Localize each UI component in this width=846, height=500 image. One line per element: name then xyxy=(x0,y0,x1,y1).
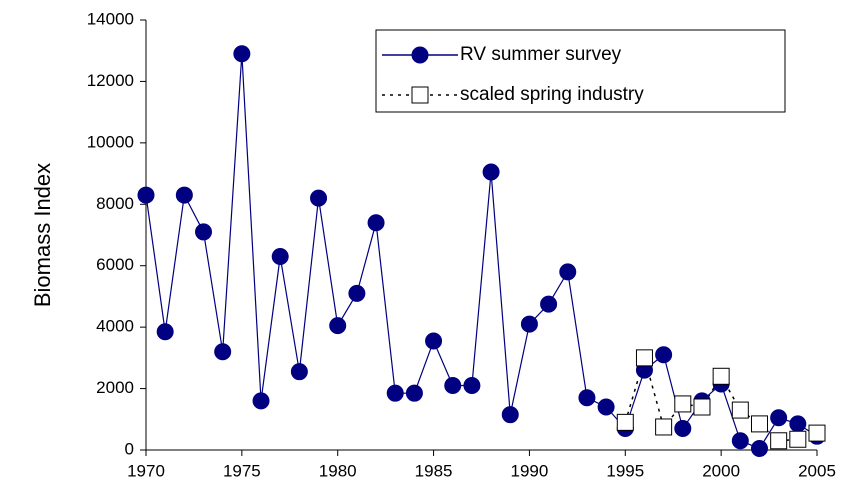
data-point xyxy=(195,223,213,241)
data-point xyxy=(233,45,251,63)
data-point xyxy=(731,401,749,419)
data-point xyxy=(770,432,788,450)
data-point xyxy=(348,284,366,302)
data-point xyxy=(386,384,404,402)
data-point xyxy=(463,377,481,394)
data-point xyxy=(597,398,615,416)
data-point xyxy=(578,389,596,407)
x-tick-label: 2005 xyxy=(798,461,836,480)
data-point xyxy=(156,323,174,341)
y-tick-label: 8000 xyxy=(96,194,134,213)
x-tick-label: 1970 xyxy=(127,461,165,480)
data-point xyxy=(750,439,768,457)
data-point xyxy=(731,432,749,450)
legend-marker xyxy=(411,46,429,64)
data-point xyxy=(616,413,634,431)
data-point xyxy=(789,415,807,433)
x-tick-label: 1990 xyxy=(511,461,549,480)
data-point xyxy=(214,343,232,361)
data-point xyxy=(367,214,385,232)
x-tick-label: 1985 xyxy=(415,461,453,480)
x-tick-label: 2000 xyxy=(702,461,740,480)
data-point xyxy=(674,420,692,437)
data-point xyxy=(252,392,270,410)
y-tick-label: 14000 xyxy=(87,9,134,28)
data-point xyxy=(770,409,788,427)
data-point xyxy=(271,248,289,265)
data-point xyxy=(693,398,711,416)
data-point xyxy=(444,377,462,394)
data-point xyxy=(540,295,558,313)
legend-box xyxy=(375,29,786,113)
y-tick-label: 4000 xyxy=(96,317,134,336)
data-point xyxy=(290,363,308,381)
data-point xyxy=(425,332,443,350)
data-point xyxy=(655,418,673,436)
data-point xyxy=(635,349,653,367)
y-tick-label: 10000 xyxy=(87,132,134,151)
y-tick-label: 6000 xyxy=(96,255,134,274)
y-tick-label: 12000 xyxy=(87,71,134,90)
legend-marker xyxy=(411,86,429,104)
data-point xyxy=(789,430,807,448)
y-tick-label: 0 xyxy=(125,439,134,458)
data-point xyxy=(329,317,347,335)
y-axis-title: Biomass Index xyxy=(30,163,55,307)
data-point xyxy=(520,315,538,333)
data-point xyxy=(137,186,155,204)
data-point xyxy=(808,424,826,442)
data-point xyxy=(655,346,673,364)
data-point xyxy=(310,189,328,207)
y-tick-label: 2000 xyxy=(96,378,134,397)
data-point xyxy=(674,395,692,413)
x-tick-label: 1975 xyxy=(223,461,261,480)
data-point xyxy=(712,367,730,385)
data-point xyxy=(750,415,768,433)
data-point xyxy=(559,263,577,281)
data-point xyxy=(501,406,519,424)
x-tick-label: 1980 xyxy=(319,461,357,480)
data-point xyxy=(405,384,423,402)
legend-text: scaled spring industry xyxy=(460,84,644,105)
data-point xyxy=(175,186,193,204)
legend-text: RV summer survey xyxy=(460,44,622,65)
data-point xyxy=(482,163,500,181)
x-tick-label: 1995 xyxy=(606,461,644,480)
